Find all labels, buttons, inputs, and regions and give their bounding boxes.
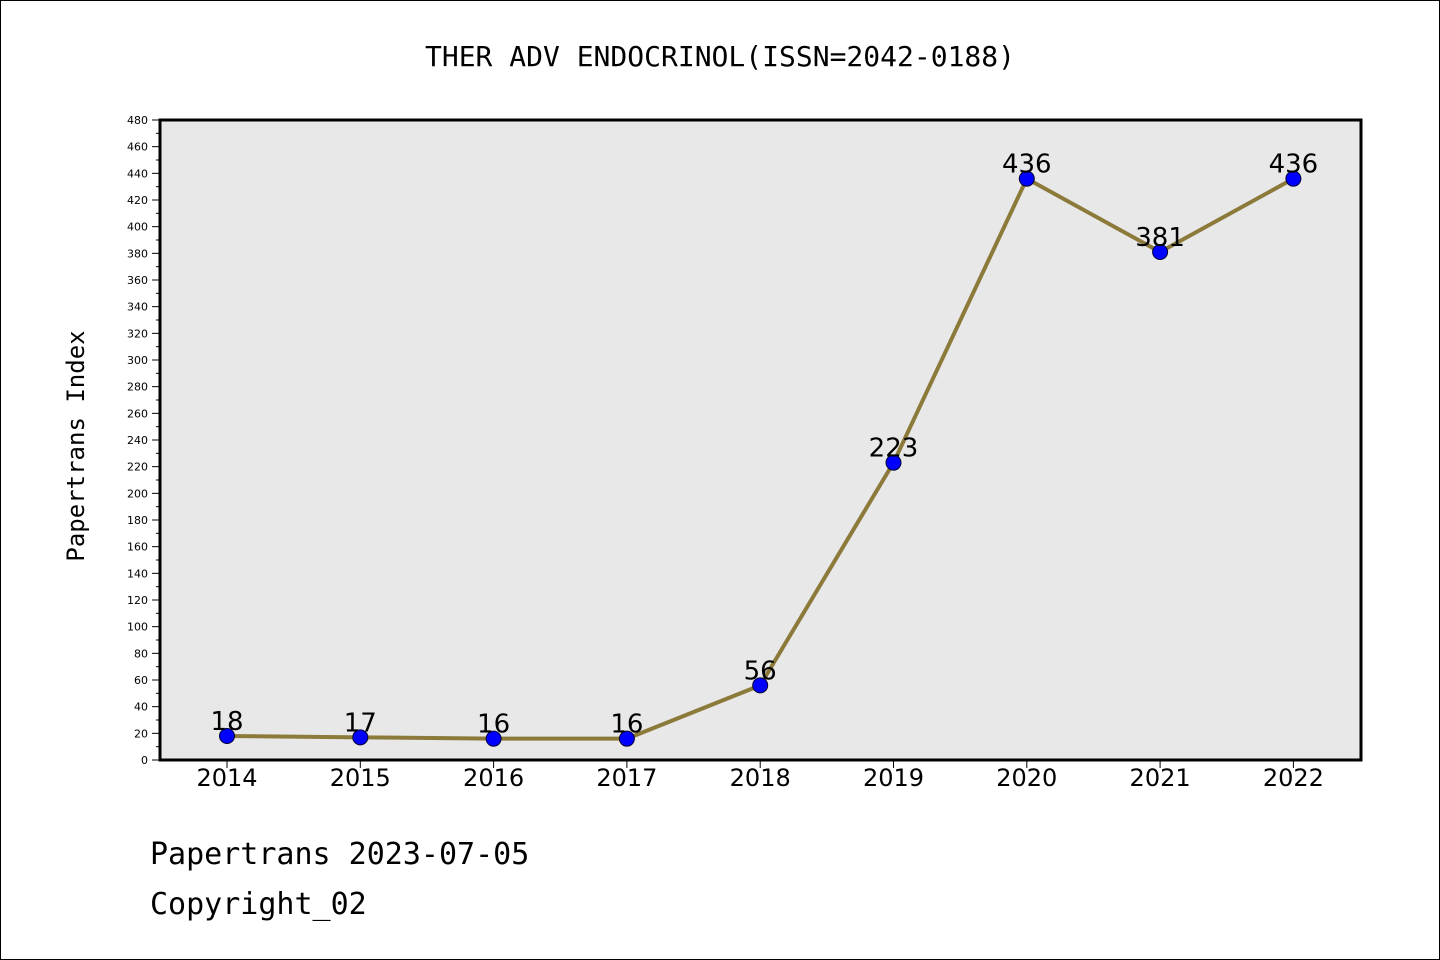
- data-labels: 18 17 16 16 56 223 436 381 436: [210, 150, 1318, 740]
- y-tick-label: 440: [127, 167, 148, 180]
- footer-copyright: Copyright_02: [150, 887, 367, 922]
- y-tick-label: 340: [127, 301, 148, 314]
- y-tick-label: 140: [127, 567, 148, 580]
- y-tick-label: 100: [127, 621, 148, 634]
- y-axis: 0 20 40 60 80 100 120 140 160 180 200 220 240 260 280 3…: [127, 114, 160, 767]
- y-tick-label: 480: [127, 114, 148, 127]
- data-point: [352, 729, 369, 746]
- x-tick-label: 2019: [863, 764, 924, 792]
- y-tick-label: 180: [127, 514, 148, 527]
- y-axis-label: Papertrans Index: [62, 330, 90, 561]
- y-tick-label: 200: [127, 487, 148, 500]
- plot-area: [160, 120, 1361, 760]
- data-point: [1152, 244, 1169, 260]
- data-point: [1018, 170, 1035, 187]
- y-tick-label: 400: [127, 221, 148, 234]
- data-label: 16: [477, 710, 510, 740]
- data-label: 17: [344, 708, 377, 738]
- x-tick-label: 2014: [196, 764, 257, 792]
- y-tick-label: 240: [127, 434, 148, 447]
- y-tick-label: 20: [134, 727, 148, 740]
- data-point: [618, 730, 635, 747]
- y-tick-label: 380: [127, 247, 148, 260]
- y-tick-label: 260: [127, 407, 148, 420]
- data-point: [1285, 170, 1302, 187]
- footer-date: Papertrans 2023-07-05: [150, 837, 529, 872]
- data-point: [219, 728, 235, 744]
- data-label: 16: [610, 710, 643, 740]
- y-tick-label: 300: [127, 354, 148, 367]
- x-tick-label: 2018: [730, 764, 791, 792]
- data-label: 56: [744, 656, 777, 686]
- data-label: 18: [210, 707, 243, 737]
- x-tick-label: 2021: [1130, 764, 1191, 792]
- data-point: [885, 454, 902, 471]
- y-tick-label: 420: [127, 194, 148, 207]
- data-point: [485, 730, 502, 747]
- data-markers: [219, 170, 1302, 747]
- data-label: 436: [1269, 150, 1319, 180]
- y-tick-label: 360: [127, 274, 148, 287]
- x-tick-label: 2015: [330, 764, 391, 792]
- data-point: [752, 677, 769, 694]
- y-tick-label: 280: [127, 381, 148, 394]
- y-tick-label: 320: [127, 327, 148, 340]
- y-tick-label: 60: [134, 674, 148, 687]
- y-tick-label: 0: [141, 754, 148, 767]
- chart-title: THER ADV ENDOCRINOL(ISSN=2042-0188): [425, 40, 1015, 73]
- x-tick-label: 2017: [596, 764, 657, 792]
- data-label: 436: [1002, 150, 1052, 180]
- y-tick-label: 460: [127, 141, 148, 154]
- y-tick-label: 80: [134, 647, 148, 660]
- x-tick-label: 2016: [463, 764, 524, 792]
- data-label: 381: [1135, 223, 1185, 253]
- y-tick-label: 160: [127, 541, 148, 554]
- y-tick-label: 40: [134, 701, 148, 714]
- plot-border: [158, 118, 1363, 762]
- x-tick-label: 2020: [996, 764, 1057, 792]
- y-tick-label: 120: [127, 594, 148, 607]
- data-label: 223: [869, 434, 919, 464]
- x-tick-label: 2022: [1263, 764, 1324, 792]
- y-tick-label: 220: [127, 461, 148, 474]
- x-axis: 2014 2015 2016 2017 2018 2019 2020 2021 2022: [196, 760, 1324, 792]
